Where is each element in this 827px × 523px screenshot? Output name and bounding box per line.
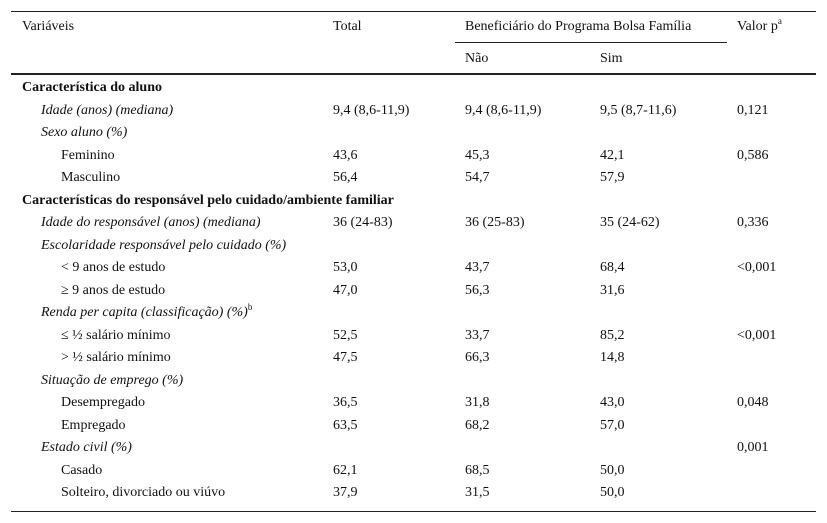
variable-label: Renda per capita (classificação) (%)b: [41, 302, 253, 321]
column-header: Variáveis: [22, 19, 75, 34]
cell: 57,9: [600, 170, 625, 185]
category-label: Casado: [61, 462, 103, 478]
cell: 47,5: [333, 350, 358, 365]
cell: 50,0: [600, 462, 625, 478]
cell: 0,001: [737, 440, 769, 455]
cell: 35 (24-62): [600, 215, 660, 230]
section-title: Características do responsável pelo cuid…: [22, 192, 394, 208]
cell: 31,8: [465, 395, 490, 410]
cell: 68,5: [465, 462, 490, 478]
cell: 68,4: [600, 260, 625, 275]
cell: 9,5 (8,7-11,6): [600, 102, 677, 118]
cell: 42,1: [600, 147, 625, 163]
category-label: Desempregado: [61, 395, 145, 410]
category-label: > ½ salário mínimo: [61, 350, 171, 365]
cell: 54,7: [465, 170, 490, 185]
category-label: ≤ ½ salário mínimo: [61, 327, 171, 343]
cell: 47,0: [333, 282, 358, 298]
variable-label: Idade do responsável (anos) (mediana): [41, 215, 261, 230]
cell: 31,5: [465, 485, 490, 500]
group-header: Beneficiário do Programa Bolsa Família: [465, 19, 692, 34]
cell: 68,2: [465, 417, 490, 433]
cell: 50,0: [600, 485, 625, 500]
cell: 31,6: [600, 282, 625, 298]
cell: 37,9: [333, 485, 358, 500]
cell: 53,0: [333, 260, 358, 275]
top-rule: [11, 11, 816, 12]
category-label: Empregado: [61, 417, 126, 433]
section-title: Característica do aluno: [22, 80, 162, 95]
column-header: Sim: [600, 51, 623, 66]
cell: 9,4 (8,6-11,9): [333, 102, 410, 118]
footnote-mark: b: [247, 302, 253, 312]
group-rule: [455, 42, 727, 43]
footnote-mark: a: [777, 16, 782, 26]
cell: 43,0: [600, 395, 625, 410]
cell: 9,4 (8,6-11,9): [465, 102, 542, 118]
cell: 0,336: [737, 215, 769, 230]
category-label: Masculino: [61, 170, 121, 185]
cell: 56,4: [333, 170, 358, 185]
cell: 36,5: [333, 395, 358, 410]
cell: 43,7: [465, 260, 490, 275]
cell: 0,121: [737, 102, 769, 118]
category-label: < 9 anos de estudo: [61, 260, 166, 275]
bottom-rule: [11, 511, 816, 512]
cell: <0,001: [737, 260, 777, 275]
header-rule: [11, 73, 816, 75]
category-label: Solteiro, divorciado ou viúvo: [61, 485, 226, 500]
cell: 0,048: [737, 395, 769, 410]
cell: 85,2: [600, 327, 625, 343]
cell: 45,3: [465, 147, 490, 163]
cell: 56,3: [465, 282, 490, 298]
cell: 14,8: [600, 350, 625, 365]
cell: <0,001: [737, 327, 777, 343]
column-header: Valor pa: [737, 16, 782, 35]
cell: 63,5: [333, 417, 358, 433]
column-header: Total: [333, 19, 362, 34]
cell: 62,1: [333, 462, 358, 478]
variable-label: Estado civil (%): [41, 440, 132, 455]
cell: 0,586: [737, 147, 769, 163]
column-header: Não: [465, 51, 489, 66]
cell: 36 (24-83): [333, 215, 393, 230]
variable-label: Idade (anos) (mediana): [41, 102, 174, 118]
cell: 57,0: [600, 417, 625, 433]
cell: 43,6: [333, 147, 358, 163]
cell: 52,5: [333, 327, 358, 343]
category-label: Feminino: [61, 147, 115, 163]
variable-label: Situação de emprego (%): [41, 372, 184, 388]
cell: 33,7: [465, 327, 490, 343]
variable-label: Escolaridade responsável pelo cuidado (%…: [41, 237, 287, 253]
category-label: ≥ 9 anos de estudo: [61, 282, 166, 298]
variable-label: Sexo aluno (%): [41, 125, 128, 140]
cell: 36 (25-83): [465, 215, 525, 230]
cell: 66,3: [465, 350, 490, 365]
